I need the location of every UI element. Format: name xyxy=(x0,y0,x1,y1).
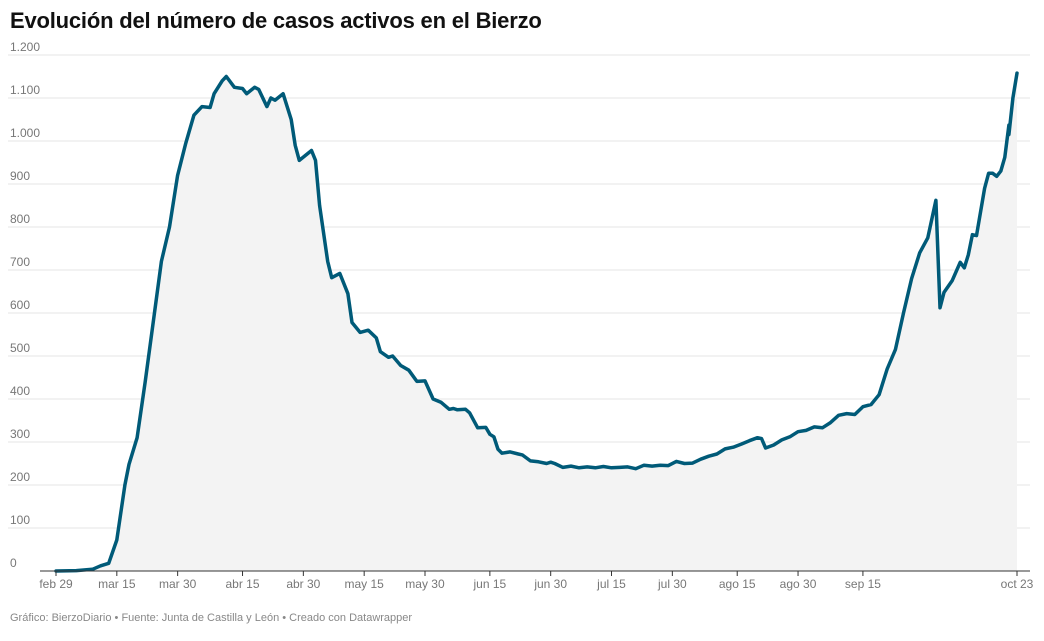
y-tick-label: 800 xyxy=(10,212,30,226)
series-path xyxy=(54,71,1019,573)
x-tick-label: feb 29 xyxy=(39,577,73,591)
y-tick-label: 1.200 xyxy=(10,40,40,54)
x-tick-label: abr 15 xyxy=(226,577,260,591)
series-area xyxy=(56,73,1017,571)
axes: 0 100 200 300 400 500 600 700 800 900 1.000 1.100 1.… xyxy=(10,40,1034,591)
x-tick-label: jul 15 xyxy=(596,577,626,591)
y-tick-label: 400 xyxy=(10,384,30,398)
y-tick-label: 600 xyxy=(10,298,30,312)
x-tick-label: jun 30 xyxy=(533,577,567,591)
x-tick-label: ago 30 xyxy=(780,577,817,591)
x-tick-label: jul 30 xyxy=(657,577,687,591)
series-line xyxy=(54,71,1019,573)
y-tick-label: 1.100 xyxy=(10,83,40,97)
x-tick-label: sep 15 xyxy=(845,577,881,591)
y-tick-label: 700 xyxy=(10,255,30,269)
y-tick-label: 300 xyxy=(10,427,30,441)
y-tick-label: 100 xyxy=(10,513,30,527)
area-fill xyxy=(56,73,1017,571)
y-tick-label: 900 xyxy=(10,169,30,183)
y-tick-label: 200 xyxy=(10,470,30,484)
x-tick-label: may 15 xyxy=(344,577,384,591)
y-tick-label: 1.000 xyxy=(10,126,40,140)
x-tick-label: mar 15 xyxy=(98,577,136,591)
chart-footer: Gráfico: BierzoDiario • Fuente: Junta de… xyxy=(10,612,413,624)
x-tick-label: may 30 xyxy=(405,577,445,591)
x-tick-label: jun 15 xyxy=(473,577,507,591)
chart-title: Evolución del número de casos activos en… xyxy=(10,8,542,33)
x-tick-label: abr 30 xyxy=(286,577,320,591)
y-tick-label: 500 xyxy=(10,341,30,355)
x-tick-label: ago 15 xyxy=(719,577,756,591)
x-tick-label: oct 23 xyxy=(1001,577,1034,591)
y-tick-label: 0 xyxy=(10,556,17,570)
x-tick-label: mar 30 xyxy=(159,577,197,591)
